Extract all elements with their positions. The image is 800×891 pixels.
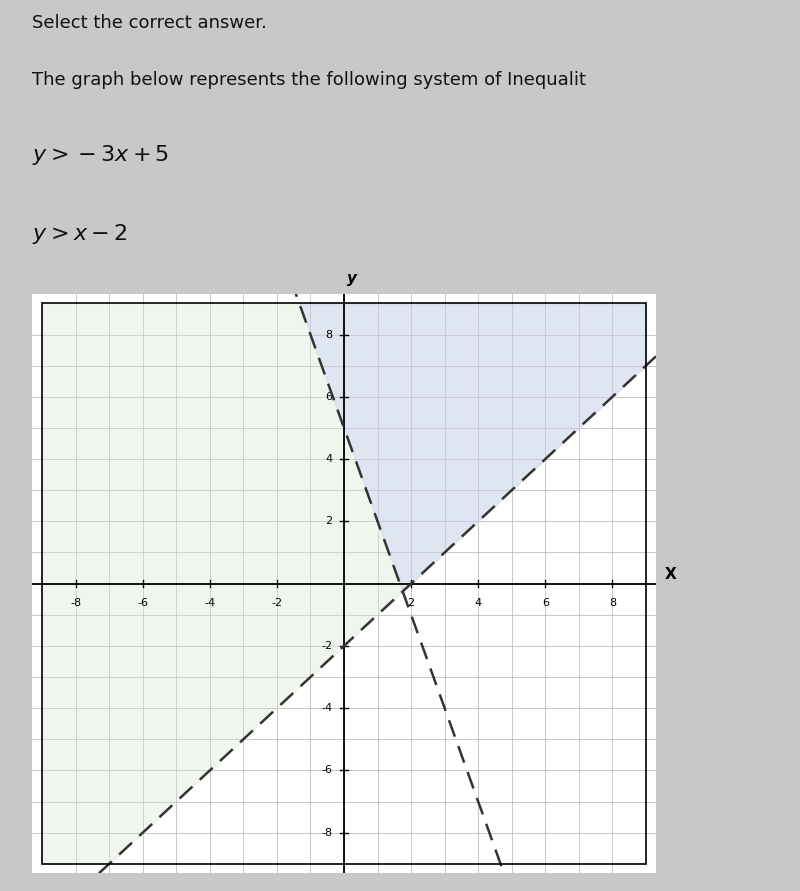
Text: -4: -4 <box>204 598 215 608</box>
Text: 6: 6 <box>326 392 332 402</box>
Text: -4: -4 <box>321 703 332 713</box>
Text: 2: 2 <box>407 598 414 608</box>
Text: -6: -6 <box>322 765 332 775</box>
Text: $\mathit{y} > -3\mathit{x} + 5$: $\mathit{y} > -3\mathit{x} + 5$ <box>32 143 170 167</box>
Text: -6: -6 <box>138 598 148 608</box>
Text: The graph below represents the following system of Inequalit: The graph below represents the following… <box>32 71 586 89</box>
Text: 8: 8 <box>609 598 616 608</box>
Text: 6: 6 <box>542 598 549 608</box>
Text: $\mathit{y} > \mathit{x} - 2$: $\mathit{y} > \mathit{x} - 2$ <box>32 223 127 247</box>
Text: -8: -8 <box>321 828 332 838</box>
Text: X: X <box>664 567 676 582</box>
Text: 4: 4 <box>325 454 332 464</box>
Text: 4: 4 <box>474 598 482 608</box>
Text: y: y <box>347 271 358 286</box>
Text: 8: 8 <box>325 330 332 339</box>
Text: -2: -2 <box>271 598 282 608</box>
Text: 2: 2 <box>325 516 332 527</box>
Text: -8: -8 <box>70 598 81 608</box>
Text: Select the correct answer.: Select the correct answer. <box>32 14 267 32</box>
Text: -2: -2 <box>321 641 332 651</box>
